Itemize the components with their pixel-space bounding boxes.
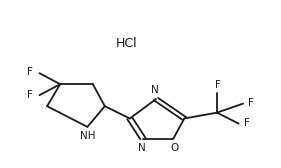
Text: F: F (27, 67, 33, 77)
Text: F: F (244, 118, 250, 128)
Text: N: N (138, 143, 146, 153)
Text: O: O (170, 143, 179, 153)
Text: NH: NH (80, 131, 95, 141)
Text: F: F (27, 90, 33, 100)
Text: HCl: HCl (116, 37, 137, 50)
Text: N: N (151, 85, 159, 95)
Text: F: F (248, 98, 254, 108)
Text: F: F (215, 80, 221, 90)
